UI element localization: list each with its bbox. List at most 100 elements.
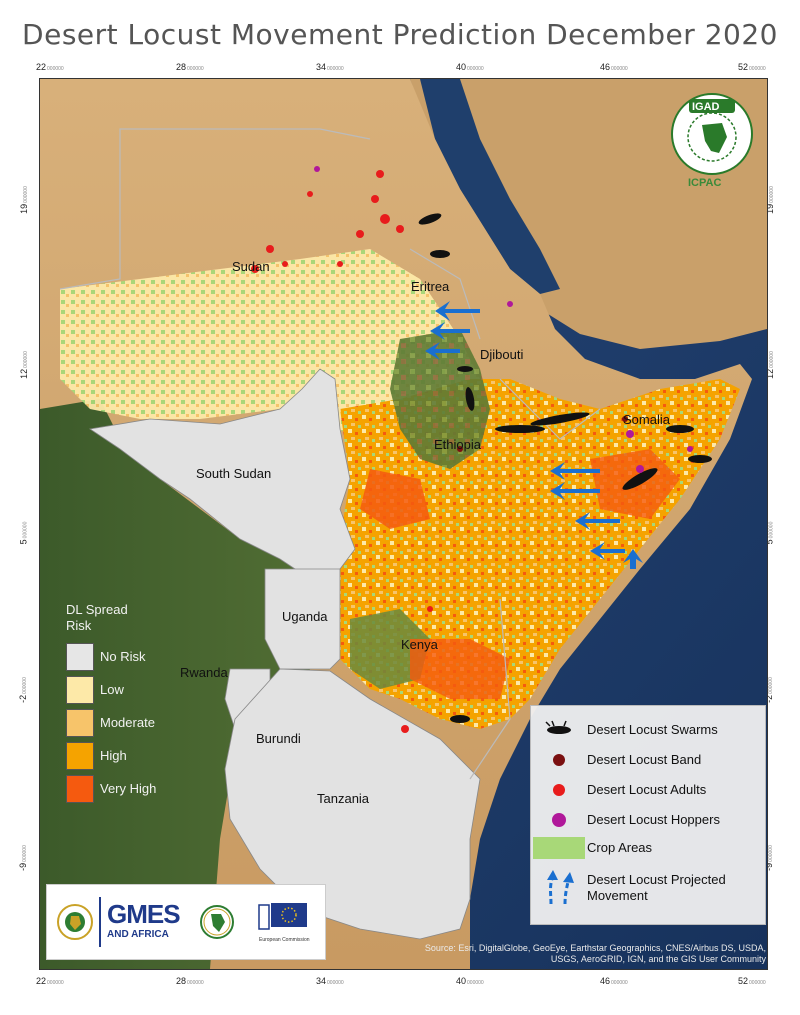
band-marker [457, 446, 463, 452]
legend-item-adults: Desert Locust Adults [531, 776, 765, 804]
x-tick-top: 40000000 [456, 62, 484, 72]
legend-item-swarms: Desert Locust Swarms [531, 716, 765, 744]
adult-marker [266, 245, 274, 253]
y-tick-left: 12000000 [18, 351, 29, 379]
movement-arrow [425, 342, 460, 360]
eu-flag-icon [258, 903, 307, 930]
x-tick-bottom: 22000000 [36, 976, 64, 986]
label-somalia: Somalia [623, 412, 670, 427]
risk-legend-item: Moderate [66, 706, 176, 739]
movement-arrow-icon [547, 870, 574, 905]
band-markers [457, 416, 628, 452]
x-tick-bottom: 34000000 [316, 976, 344, 986]
risk-label: Moderate [100, 715, 155, 730]
forest-area [40, 399, 320, 969]
adult-markers [251, 170, 433, 733]
swarm-marker [688, 455, 712, 463]
y-tick-left: -2000000 [17, 677, 28, 703]
igad-label: IGAD [692, 101, 720, 113]
adult-marker [380, 214, 390, 224]
adult-marker [427, 606, 433, 612]
legend-item-movement: Desert Locust Projected Movement [531, 866, 765, 910]
x-tick-top: 34000000 [316, 62, 344, 72]
x-tick-top: 28000000 [176, 62, 204, 72]
x-tick-bottom: 52000000 [738, 976, 766, 986]
risk-legend-item: High [66, 739, 176, 772]
adult-marker [356, 230, 364, 238]
risk-legend-item: Low [66, 673, 176, 706]
adult-marker [401, 725, 409, 733]
south-sudan-region [88, 368, 356, 580]
red-sea [420, 79, 560, 294]
very-high-risk-patch [410, 639, 510, 699]
swarm-marker [622, 468, 658, 490]
adult-marker [376, 170, 384, 178]
igad-logo [671, 93, 753, 175]
swarm-marker [530, 412, 590, 426]
gmes-divider [99, 897, 101, 947]
hopper-marker [636, 465, 644, 473]
eritrea-border [409, 248, 481, 340]
label-uganda: Uganda [282, 609, 328, 624]
partner-logos: GMES AND AFRICA European Commission [46, 884, 326, 960]
crop-swatch [533, 837, 585, 859]
swarm-marker [666, 425, 694, 433]
ethiopia-somalia-border [499, 378, 601, 440]
adult-marker [307, 191, 313, 197]
hopper-marker [507, 301, 513, 307]
swarm-marker [430, 250, 450, 258]
very-high-risk-patch [360, 469, 430, 529]
risk-label: Very High [100, 781, 157, 796]
movement-arrow [623, 549, 643, 569]
label-kenya: Kenya [401, 637, 438, 652]
y-tick-left: 5000000 [18, 521, 29, 545]
risk-swatch [66, 642, 94, 671]
swarm-marker [495, 425, 545, 433]
band-icon [553, 754, 565, 766]
au-emblem-icon [200, 905, 234, 939]
legend-item-hoppers: Desert Locust Hoppers [531, 806, 765, 834]
band-marker [622, 416, 628, 422]
risk-label: High [100, 748, 127, 763]
swarm-markers [418, 213, 712, 723]
label-rwanda: Rwanda [180, 665, 228, 680]
x-tick-bottom: 40000000 [456, 976, 484, 986]
risk-legend-title: DL Spread Risk [66, 602, 128, 633]
y-tick-left: 19000000 [18, 186, 29, 214]
risk-swatch [66, 708, 94, 737]
x-tick-bottom: 28000000 [176, 976, 204, 986]
risk-label: No Risk [100, 649, 146, 664]
ethiopian-highlands [390, 329, 490, 469]
kenya-somalia-border [469, 598, 511, 780]
movement-arrows [425, 301, 643, 569]
tanzania-region [224, 668, 481, 940]
sahel-risk-zone [60, 249, 480, 439]
adult-marker [251, 265, 259, 273]
label-sudan: Sudan [232, 259, 270, 274]
legend-item-crop: Crop Areas [531, 834, 765, 862]
uganda-region [264, 568, 341, 670]
movement-arrow [550, 462, 600, 480]
swarm-marker [457, 366, 473, 372]
hopper-markers [314, 166, 693, 473]
x-tick-top: 52000000 [738, 62, 766, 72]
hopper-marker [626, 430, 634, 438]
movement-arrow [575, 512, 620, 530]
risk-legend-item: No Risk [66, 640, 176, 673]
label-tanzania: Tanzania [317, 791, 370, 806]
adult-marker [337, 261, 343, 267]
adult-marker [396, 225, 404, 233]
risk-swatch [66, 675, 94, 704]
swarm-marker [418, 213, 442, 225]
label-south-sudan: South Sudan [196, 466, 272, 481]
label-burundi: Burundi [256, 731, 301, 746]
swarm-marker [450, 715, 470, 723]
map-title: Desert Locust Movement Prediction Decemb… [22, 18, 778, 51]
risk-legend: DL Spread Risk No Risk Low Moderate High… [66, 602, 176, 805]
gmes-subtitle: AND AFRICA [107, 929, 169, 940]
risk-swatch [66, 741, 94, 770]
hoppers-icon [552, 813, 566, 827]
label-eritrea: Eritrea [411, 279, 450, 294]
gmes-title: GMES [107, 899, 181, 929]
au-seal-icon [57, 904, 93, 940]
